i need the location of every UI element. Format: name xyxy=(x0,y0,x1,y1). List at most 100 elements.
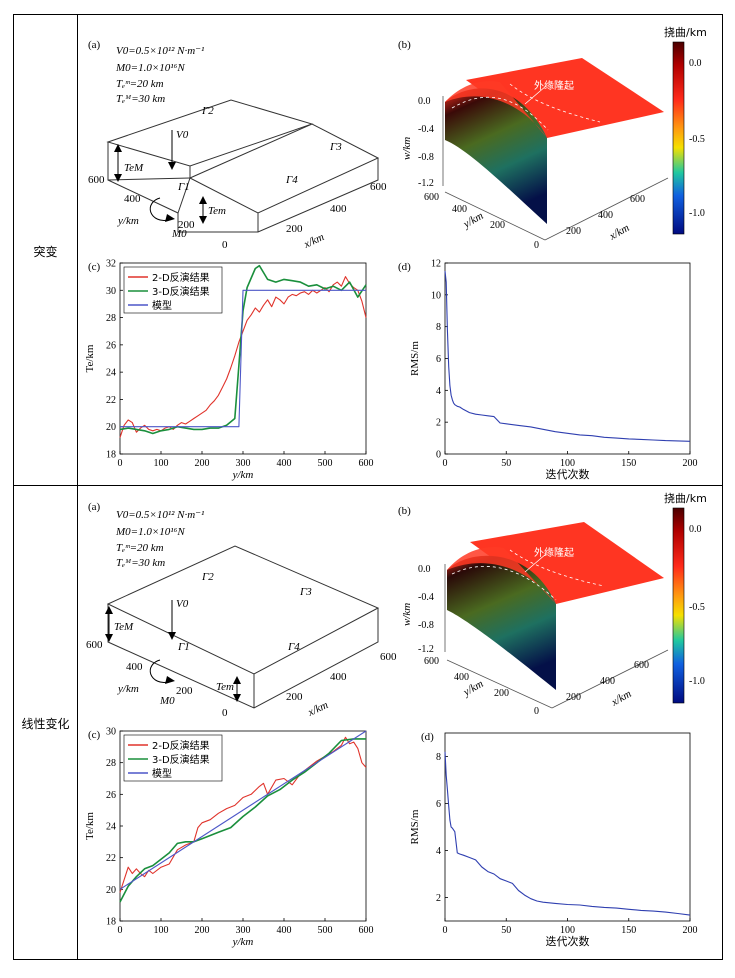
w-label: w/km xyxy=(401,137,413,160)
x-tick-label: 100 xyxy=(154,458,169,469)
panel-letter-b: (b) xyxy=(398,39,411,51)
x-tick-label: 400 xyxy=(277,925,292,936)
block-x-label: x/km xyxy=(301,231,326,251)
x-axis-label: 迭代次数 xyxy=(546,467,590,481)
x-tick-label: 150 xyxy=(621,458,636,469)
panel-letter-d-row2: (d) xyxy=(421,731,434,743)
z-tick-1: -0.4 xyxy=(418,124,434,135)
x-tick-label: 0 xyxy=(118,925,123,936)
x-tick-400: 400 xyxy=(330,203,347,215)
y-tick-400: 400 xyxy=(124,193,141,205)
gamma4: Γ4 xyxy=(285,174,298,186)
gamma3-row2: Γ3 xyxy=(299,586,312,598)
y2-tick-600: 600 xyxy=(86,639,103,651)
row2-panel-a: (a) V0=0.5×10¹² N·m⁻¹ M0=1.0×10¹⁶N Tₑᵐ=2… xyxy=(86,501,397,719)
param-tem-row2: Tₑᵐ=20 km xyxy=(116,542,164,554)
y-tick-200: 200 xyxy=(178,219,195,231)
plot-frame xyxy=(444,732,691,922)
x-tick-label: 500 xyxy=(318,925,333,936)
x-tick-label: 0 xyxy=(443,458,448,469)
panel-letter-a-row2: (a) xyxy=(88,501,101,513)
row1-panel-b: (b) 外缘隆起 0.0 -0.4 -0.8 -1.2 w/km 600 400… xyxy=(398,25,707,251)
block-x-label-row2: x/km xyxy=(305,699,330,719)
w-label-row2: w/km xyxy=(401,603,413,626)
sx2-tick-400: 400 xyxy=(600,676,615,687)
x-tick-label: 0 xyxy=(118,458,123,469)
panel-letter-b-row2: (b) xyxy=(398,505,411,517)
y2-tick-0: 0 xyxy=(222,707,228,719)
x-tick-label: 50 xyxy=(501,925,511,936)
sy-tick-600: 600 xyxy=(424,192,439,203)
y-tick-label: 32 xyxy=(106,259,116,270)
m0-label-row2: M0 xyxy=(159,695,175,707)
param-v0: V0=0.5×10¹² N·m⁻¹ xyxy=(116,45,204,57)
row1-panel-a: (a) V0=0.5×10¹² N·m⁻¹ M0=1.0×10¹⁶N Tₑᵐ=2… xyxy=(88,39,387,251)
chart-row1-te: 0 100 200 300 400 500 600 18 20 22 24 26 28 30 32 y/km T… xyxy=(84,259,374,482)
series-line-0 xyxy=(119,736,367,893)
y-tick-label: 26 xyxy=(106,340,116,351)
x-axis-label: 迭代次数 xyxy=(546,934,590,948)
label-column-divider xyxy=(77,14,78,960)
s-x-label-row2: x/km xyxy=(609,688,634,709)
uplift-annotation: 外缘隆起 xyxy=(534,79,574,92)
x-tick-label: 200 xyxy=(683,925,698,936)
colorbar xyxy=(672,41,685,235)
x2-tick-400: 400 xyxy=(330,671,347,683)
legend-label-0: 2-D反演结果 xyxy=(152,739,210,752)
y-tick-label: 18 xyxy=(106,917,116,928)
y-tick-600: 600 xyxy=(88,174,105,186)
legend-label-2: 模型 xyxy=(152,299,172,312)
z2-tick-1: -0.4 xyxy=(418,592,434,603)
chart-row1-rms: 0 50 100 150 200 0 2 4 6 8 10 12 迭代次数 RMS/m xyxy=(409,259,698,482)
x-tick-label: 400 xyxy=(277,458,292,469)
x2-tick-600: 600 xyxy=(380,651,397,663)
sx2-tick-200: 200 xyxy=(566,692,581,703)
y-axis-label: Te/km xyxy=(84,344,96,372)
sy2-tick-200: 200 xyxy=(494,688,509,699)
sy2-tick-600: 600 xyxy=(424,656,439,667)
y-tick-label: 8 xyxy=(436,752,441,763)
figure-frame xyxy=(13,14,723,960)
y-tick-label: 30 xyxy=(106,286,116,297)
x-axis-label: y/km xyxy=(232,469,254,481)
cbar-tick-1: -0.5 xyxy=(689,134,705,145)
x-axis-label: y/km xyxy=(232,936,254,948)
y-tick-0: 0 xyxy=(222,239,228,251)
cbar2-tick-0: 0.0 xyxy=(689,524,702,535)
gamma4-row2: Γ4 xyxy=(287,641,300,653)
y-tick-label: 0 xyxy=(436,450,441,461)
x-tick-label: 300 xyxy=(236,925,251,936)
sx-tick-600: 600 xyxy=(630,194,645,205)
x-tick-label: 300 xyxy=(236,458,251,469)
y-axis-label: RMS/m xyxy=(409,809,421,844)
v0-label: V0 xyxy=(176,129,189,141)
y-tick-label: 22 xyxy=(106,853,116,864)
y-tick-label: 28 xyxy=(106,313,116,324)
series-line-0 xyxy=(444,270,691,442)
y-axis-label: Te/km xyxy=(84,812,96,840)
param-tem: Tₑᵐ=20 km xyxy=(116,78,164,90)
y-tick-label: 24 xyxy=(106,822,116,833)
param-teM: Tₑᴹ=30 km xyxy=(116,93,165,105)
x-tick-label: 200 xyxy=(195,458,210,469)
x2-tick-200: 200 xyxy=(286,691,303,703)
gamma1-row2: Γ1 xyxy=(177,641,190,653)
block-y-label: y/km xyxy=(117,215,139,227)
x-tick-label: 600 xyxy=(359,925,374,936)
block-diagram-row2 xyxy=(106,545,380,709)
series-line-2 xyxy=(119,730,367,890)
sy-tick-400: 400 xyxy=(452,204,467,215)
y-tick-label: 10 xyxy=(431,290,441,301)
x-tick-label: 100 xyxy=(560,458,575,469)
gamma2-row2: Γ2 xyxy=(201,571,214,583)
gamma2: Γ2 xyxy=(201,105,214,117)
sx-tick-200: 200 xyxy=(566,226,581,237)
y2-tick-400: 400 xyxy=(126,661,143,673)
param-teM-row2: Tₑᴹ=30 km xyxy=(116,557,165,569)
z-tick-3: -1.2 xyxy=(418,178,434,189)
s-x-label: x/km xyxy=(607,222,632,243)
y-tick-label: 2 xyxy=(436,893,441,904)
param-v0-row2: V0=0.5×10¹² N·m⁻¹ xyxy=(116,509,204,521)
colorbar-title-row2: 挠曲/km xyxy=(664,491,707,505)
